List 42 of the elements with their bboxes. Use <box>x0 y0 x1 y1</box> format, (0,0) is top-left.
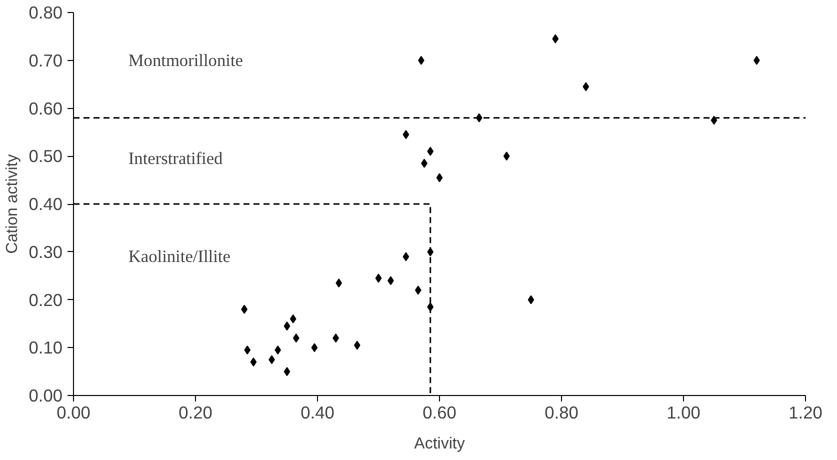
point <box>375 274 382 283</box>
y-tick-label: 0.30 <box>28 242 63 262</box>
point <box>427 146 434 156</box>
point <box>354 340 360 350</box>
point <box>274 346 282 355</box>
x-tick-label: 0.20 <box>178 402 212 422</box>
point <box>336 278 342 288</box>
point <box>503 152 510 161</box>
x-tick-label: 0.80 <box>544 402 578 422</box>
point <box>292 334 300 343</box>
x-tick-label: 1.20 <box>788 402 822 422</box>
y-tick-label: 0.80 <box>28 2 63 22</box>
point <box>284 367 290 376</box>
y-tick-label: 0.50 <box>28 146 63 166</box>
annotation: Interstratified <box>128 149 224 168</box>
point <box>250 357 257 366</box>
point <box>414 286 422 295</box>
x-tick-label: 0.00 <box>56 402 90 422</box>
y-tick-label: 0.70 <box>28 50 63 70</box>
y-tick-label: 0.20 <box>28 290 63 310</box>
y-tick-label: 0.10 <box>28 338 63 358</box>
y-tick-label: 0.60 <box>28 98 63 118</box>
y-tick-label: 0.40 <box>28 194 63 214</box>
point <box>402 252 410 262</box>
point <box>311 343 318 352</box>
point <box>582 82 590 92</box>
x-tick-label: 0.40 <box>300 402 334 422</box>
point <box>402 130 410 140</box>
x-tick-label: 0.60 <box>422 402 456 422</box>
x-axis-title: Activity <box>414 436 465 452</box>
y-axis-title: Cation activity <box>4 154 21 254</box>
point <box>244 346 251 355</box>
point <box>710 116 718 125</box>
annotation: Montmorillonite <box>128 50 244 70</box>
point <box>284 322 290 331</box>
point <box>528 295 534 304</box>
point <box>290 314 296 324</box>
x-tick-label: 1.00 <box>666 402 700 422</box>
annotation: Kaolinite/Illite <box>128 247 231 266</box>
point <box>552 34 559 44</box>
point <box>436 173 443 182</box>
y-tick-label: 0.00 <box>28 386 63 406</box>
